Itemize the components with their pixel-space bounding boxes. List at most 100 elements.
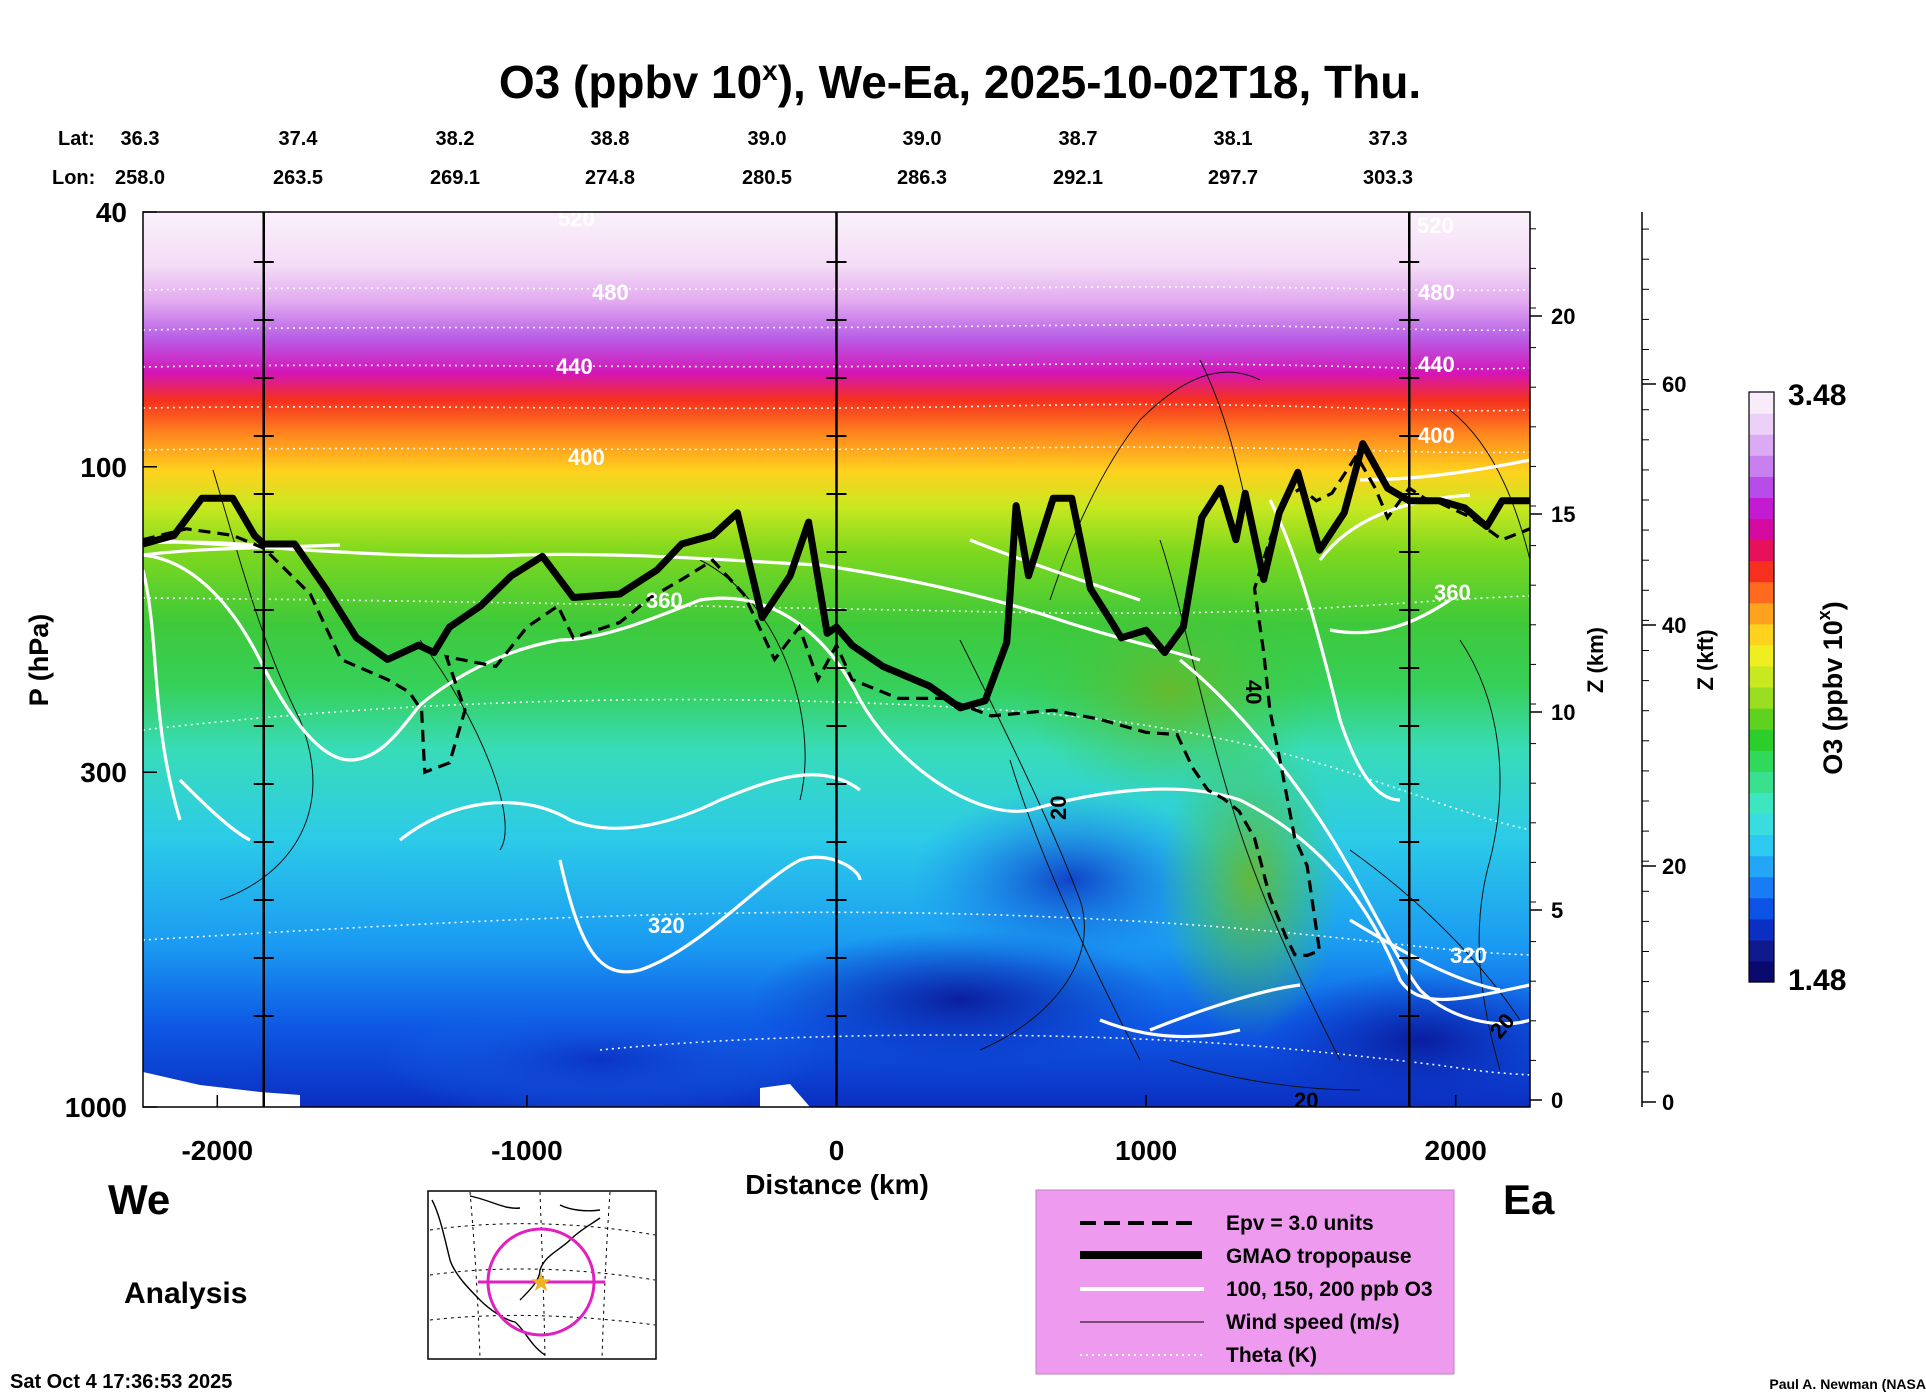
lat-value: 38.7 <box>1059 128 1098 150</box>
section-markers <box>253 212 1420 1107</box>
colorbar-segment <box>1749 813 1774 836</box>
wind-label-3: 20 <box>1294 1088 1318 1113</box>
theta-label-400-right: 400 <box>1418 423 1455 448</box>
lon-value: 297.7 <box>1208 167 1258 189</box>
axis-ticks <box>143 211 1457 1108</box>
author-credit: Paul A. Newman (NASA <box>1769 1376 1926 1392</box>
lon-value: 269.1 <box>430 167 480 189</box>
colorbar-segment <box>1749 413 1774 435</box>
title-superscript: x <box>762 55 778 86</box>
locator-map: ★ <box>427 1190 657 1360</box>
colorbar-label-rest: ) <box>1818 601 1848 610</box>
z-km-axis: 20 15 10 5 0 <box>1530 228 1575 1113</box>
colorbar-segment <box>1749 750 1774 772</box>
colorbar-segment <box>1749 960 1774 983</box>
lon-value: 286.3 <box>897 167 947 189</box>
theta-label-440-right: 440 <box>1418 352 1455 377</box>
colorbar <box>1749 392 1774 983</box>
x-tick-label: 1000 <box>1115 1135 1177 1166</box>
ozone-field: 520 520 480 480 440 440 400 400 360 360 … <box>143 206 1530 1113</box>
colorbar-label-superscript: x <box>1814 610 1834 620</box>
z-kft-label: 40 <box>1662 613 1686 638</box>
colorbar-segment <box>1749 455 1774 477</box>
colorbar-segment <box>1749 623 1774 646</box>
z-km-label: 20 <box>1551 304 1575 329</box>
colorbar-segment <box>1749 476 1774 498</box>
colorbar-segment <box>1749 518 1774 541</box>
lat-value: 38.2 <box>436 128 475 150</box>
lat-value: 38.8 <box>591 128 630 150</box>
z-kft-axis: 60 40 20 0 <box>1642 228 1686 1115</box>
colorbar-segment <box>1749 771 1774 793</box>
lon-label: Lon: <box>52 167 95 189</box>
z-kft-label: 0 <box>1662 1090 1674 1115</box>
colorbar-segment <box>1749 581 1774 604</box>
z-km-label: 0 <box>1551 1088 1563 1113</box>
colorbar-segment <box>1749 497 1774 520</box>
theta-label-320-right: 320 <box>1450 943 1487 968</box>
title-rest: ), We-Ea, 2025-10-02T18, Thu. <box>778 56 1421 108</box>
legend-label-wind: Wind speed (m/s) <box>1226 1311 1400 1334</box>
theta-label-440-left: 440 <box>556 354 593 379</box>
lat-lon-header: 36.3 37.4 38.2 38.8 39.0 39.0 38.7 38.1 37.3 258.… <box>115 128 1413 189</box>
z-km-label: 5 <box>1551 898 1563 923</box>
map-coastlines <box>431 1195 601 1356</box>
z-km-label: 15 <box>1551 502 1575 527</box>
wind-label-1: 20 <box>1046 796 1071 820</box>
legend: Epv = 3.0 units GMAO tropopause 100, 150… <box>1035 1189 1455 1375</box>
colorbar-segment <box>1749 644 1774 667</box>
chart-title: O3 (ppbv 10x), We-Ea, 2025-10-02T18, Thu… <box>499 55 1421 108</box>
x-tick-label: 2000 <box>1425 1135 1487 1166</box>
z-km-title: Z (km) <box>1583 627 1608 693</box>
west-label: We <box>108 1176 170 1223</box>
title-main: O3 (ppbv 10 <box>499 56 762 108</box>
ozone-contour-label: 40 <box>1241 680 1266 704</box>
colorbar-segment <box>1749 665 1774 688</box>
lon-value: 258.0 <box>115 167 165 189</box>
colorbar-segment <box>1749 539 1774 562</box>
lat-value: 36.3 <box>121 128 160 150</box>
pressure-tick-labels: 40 100 300 1000 <box>65 197 127 1123</box>
east-label: Ea <box>1503 1176 1555 1223</box>
theta-label-360-left: 360 <box>646 588 683 613</box>
x-tick-labels: -2000 -1000 0 1000 2000 <box>181 1135 1486 1166</box>
colorbar-segment <box>1749 918 1774 941</box>
colorbar-segment <box>1749 560 1774 583</box>
x-axis-title: Distance (km) <box>745 1169 929 1200</box>
legend-label-tropopause: GMAO tropopause <box>1226 1245 1412 1268</box>
x-tick-label: -2000 <box>181 1135 253 1166</box>
lat-label: Lat: <box>58 128 95 150</box>
theta-label-520-left: 520 <box>558 206 595 231</box>
colorbar-segment <box>1749 729 1774 751</box>
colorbar-segment <box>1749 392 1774 414</box>
colorbar-segment <box>1749 834 1774 857</box>
theta-label-320-left: 320 <box>648 913 685 938</box>
z-kft-label: 60 <box>1662 372 1686 397</box>
colorbar-segment <box>1749 897 1774 920</box>
colorbar-segment <box>1749 876 1774 899</box>
legend-label-epv: Epv = 3.0 units <box>1226 1212 1374 1235</box>
colorbar-segment <box>1749 434 1774 456</box>
legend-label-theta: Theta (K) <box>1226 1344 1317 1367</box>
z-kft-title: Z (kft) <box>1693 629 1718 690</box>
lat-value: 37.3 <box>1369 128 1408 150</box>
y-axis-title: P (hPa) <box>24 614 54 707</box>
lat-value: 38.1 <box>1214 128 1253 150</box>
colorbar-label-main: O3 (ppbv 10 <box>1818 620 1848 775</box>
lon-value: 263.5 <box>273 167 323 189</box>
theta-label-400-left: 400 <box>568 445 605 470</box>
theta-label-360-right: 360 <box>1434 580 1471 605</box>
analysis-label: Analysis <box>124 1277 247 1310</box>
pressure-tick-label: 100 <box>80 452 127 483</box>
pressure-tick-label: 1000 <box>65 1092 127 1123</box>
lat-value: 37.4 <box>279 128 319 150</box>
legend-box <box>1035 1189 1455 1375</box>
colorbar-segment <box>1749 855 1774 878</box>
pressure-tick-label: 300 <box>80 757 127 788</box>
map-graticule <box>429 1191 656 1359</box>
tropopause-line <box>143 440 1530 712</box>
lon-value: 274.8 <box>585 167 635 189</box>
z-kft-label: 20 <box>1662 854 1686 879</box>
legend-label-ozone: 100, 150, 200 ppb O3 <box>1226 1278 1433 1301</box>
